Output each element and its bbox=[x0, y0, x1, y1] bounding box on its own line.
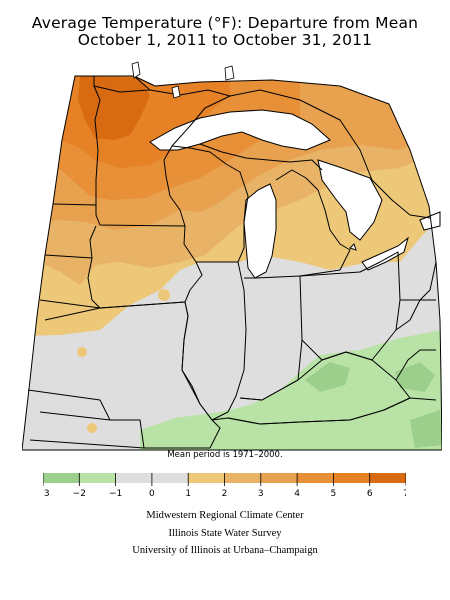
legend-swatch bbox=[115, 473, 152, 483]
credit-uiuc: University of Illinois at Urbana–Champai… bbox=[132, 545, 318, 556]
mean-period-note: Mean period is 1971–2000. bbox=[167, 450, 283, 460]
legend-swatch bbox=[79, 473, 116, 483]
legend-swatch bbox=[333, 473, 370, 483]
legend-swatch bbox=[297, 473, 334, 483]
credit-isws: Illinois State Water Survey bbox=[168, 528, 282, 539]
missouri-boundary bbox=[39, 301, 221, 449]
legend-swatch bbox=[224, 473, 261, 483]
michigan-up-boundary bbox=[199, 143, 323, 171]
legend-tick-label: 1 bbox=[185, 489, 191, 499]
legend-tick-label: −1 bbox=[109, 489, 122, 499]
kansas-nebraska-line bbox=[27, 299, 111, 421]
michigan-boundary bbox=[275, 169, 351, 277]
departure-zone-minus2-minus3 bbox=[305, 362, 350, 392]
legend-tick-label: 6 bbox=[367, 489, 373, 499]
legend-swatch bbox=[151, 473, 189, 483]
legend-tick-label: −2 bbox=[73, 489, 86, 499]
legend-swatch bbox=[369, 473, 406, 483]
legend-swatch bbox=[188, 473, 225, 483]
tennessee-boundary bbox=[211, 397, 437, 425]
region-outline bbox=[22, 75, 442, 451]
map-title: Average Temperature (°F): Departure from… bbox=[31, 14, 419, 32]
canada-border bbox=[93, 85, 151, 93]
lake-saint-clair bbox=[349, 243, 357, 251]
legend-tick-label: 2 bbox=[222, 489, 228, 499]
legend-swatch bbox=[43, 473, 80, 483]
lake-ontario bbox=[419, 211, 441, 231]
ontario-shore bbox=[229, 89, 431, 219]
departure-zone-6-7 bbox=[78, 76, 150, 140]
legend-tick-label: 4 bbox=[294, 489, 300, 499]
minnesota-boundary bbox=[75, 75, 231, 227]
map-date-range: October 1, 2011 to October 31, 2011 bbox=[77, 31, 373, 49]
departure-zone-minus2-minus3 bbox=[395, 362, 435, 392]
legend-tick-label: 7 bbox=[403, 489, 406, 499]
lake-erie bbox=[361, 236, 409, 271]
legend-swatch bbox=[260, 473, 298, 483]
lake-michigan bbox=[243, 183, 277, 279]
lake-huron bbox=[317, 159, 383, 241]
west-virginia-boundary bbox=[395, 261, 437, 381]
arkansas-line bbox=[29, 439, 145, 449]
credit-mrcc: Midwestern Regional Climate Center bbox=[146, 510, 304, 521]
dakota-line bbox=[44, 203, 97, 259]
legend-tick-label: 3 bbox=[258, 489, 264, 499]
legend-tick-label: −3 bbox=[43, 489, 50, 499]
temperature-departure-map bbox=[22, 61, 442, 451]
departure-zone-minus2-minus3 bbox=[410, 410, 442, 448]
legend-tick-label: 0 bbox=[149, 489, 155, 499]
legend-tick-label: 5 bbox=[331, 489, 337, 499]
wisconsin-boundary bbox=[171, 145, 249, 263]
temperature-legend: −3 −2 −1 0 1 2 3 4 5 6 7 bbox=[43, 473, 406, 499]
